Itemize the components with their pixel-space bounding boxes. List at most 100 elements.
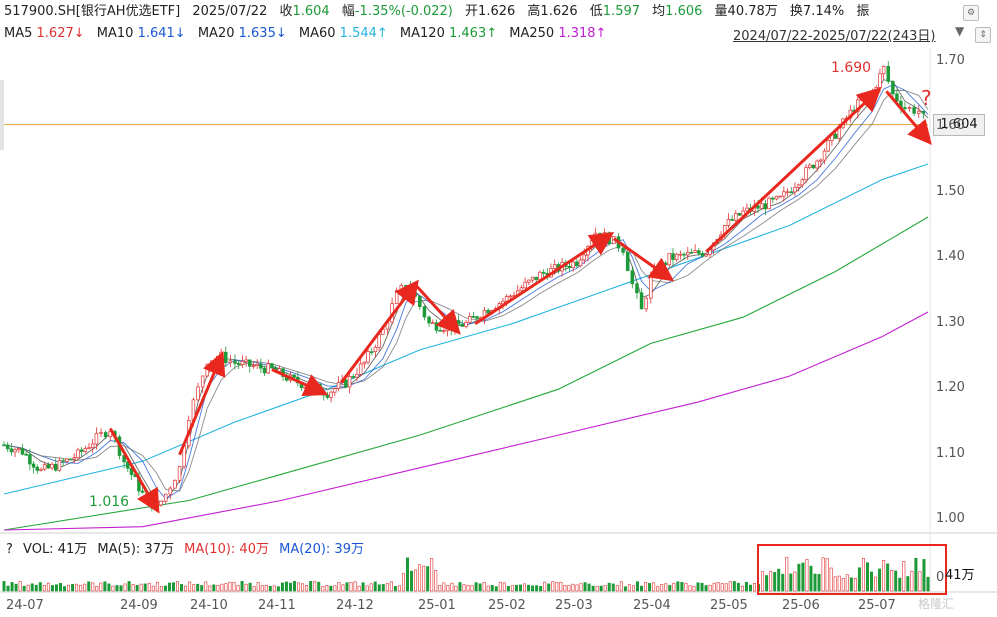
volume-bar [228, 581, 232, 592]
volume-bar [353, 581, 357, 592]
volume-bar [301, 583, 305, 592]
candle-body [693, 250, 697, 253]
volume-bar [619, 581, 623, 592]
candle-body [534, 276, 538, 280]
quote-header: 517900.SH[银行AH优选ETF] 2025/07/22 收1.604 幅… [4, 3, 869, 21]
candle-body [445, 324, 450, 332]
candle-body [917, 110, 921, 114]
ma120-value: 1.463↑ [449, 26, 498, 41]
candle-body [700, 252, 705, 257]
candle-body [903, 107, 907, 110]
candle-body [523, 281, 527, 289]
candle-body [789, 191, 793, 194]
volume-bar [377, 584, 381, 592]
candle-body [31, 463, 36, 468]
low-annotation: 1.016 [89, 494, 130, 510]
candle-body [90, 443, 95, 448]
volume-bar [58, 583, 62, 592]
date-range[interactable]: 2024/07/22-2025/07/22(243日) [733, 29, 936, 44]
volume-bar [607, 582, 611, 592]
candle-body [28, 454, 32, 465]
candle-body [79, 449, 84, 452]
candle-body [756, 205, 760, 209]
candle-body [804, 167, 808, 181]
volume-bar [696, 582, 700, 592]
candle-body [460, 323, 465, 327]
candle-body [567, 266, 572, 268]
x-tick-label: 25-04 [633, 598, 671, 613]
volume-bar [99, 582, 103, 592]
volume-bar [676, 581, 680, 592]
trend-arrow [108, 427, 160, 514]
volume-bar [341, 584, 345, 592]
volume-bar [184, 585, 188, 592]
volume-bar [200, 585, 204, 592]
candle-body [292, 374, 296, 378]
candle-body [277, 368, 282, 372]
ma-line-ma5 [3, 79, 929, 502]
low-label: 低 [589, 4, 603, 19]
symbol-name: 517900.SH[银行AH优选ETF] [4, 4, 181, 19]
candle-body [891, 81, 895, 95]
volume-bar [894, 570, 898, 592]
candle-body [399, 284, 404, 291]
volume-bar [736, 582, 740, 592]
ma10-value: 1.641↓ [137, 26, 186, 41]
volume-bar [579, 583, 583, 592]
volume-bar [26, 584, 30, 592]
expand-icon[interactable]: ⇕ [975, 27, 991, 43]
volume-bar [506, 586, 510, 592]
volume-bar [837, 575, 841, 592]
volume-bar [115, 585, 119, 592]
volume-bar [652, 582, 656, 592]
ma-line-ma60 [3, 163, 929, 495]
volume-bar [167, 582, 171, 592]
ma250-label: MA250 [509, 26, 555, 41]
volume-bar [369, 583, 373, 592]
volume-bar [817, 573, 821, 592]
candle-body [796, 184, 801, 188]
volume-bar [635, 581, 639, 592]
close-value: 1.604 [292, 4, 330, 19]
volume-bar [797, 563, 801, 592]
candle-body [682, 253, 686, 256]
volume-bar [196, 583, 200, 592]
volume-bar [668, 585, 672, 592]
candle-body [730, 218, 734, 221]
settings-icon[interactable]: ⚙ [963, 5, 979, 21]
candle-body [5, 444, 10, 450]
candle-body [270, 363, 274, 369]
candle-body [122, 455, 126, 463]
ma20-label: MA20 [197, 26, 235, 41]
volume-bar [555, 582, 559, 592]
trend-arrow [340, 279, 419, 384]
avg-label: 均 [652, 4, 666, 19]
y-tick-label: 1.60 [936, 118, 965, 134]
chevron-down-icon[interactable]: ▼ [955, 24, 965, 38]
candle-body [196, 386, 200, 401]
volume-bar [349, 582, 353, 592]
candle-body [422, 306, 427, 318]
x-tick-label: 24-07 [6, 598, 44, 613]
volume-bar [264, 585, 268, 592]
high-label: 高 [527, 4, 541, 19]
candle-body [737, 213, 742, 216]
candle-body [774, 195, 779, 200]
help-icon[interactable]: ? [6, 542, 13, 557]
candle-body [61, 460, 65, 462]
candle-body [344, 379, 348, 388]
candle-body [46, 464, 51, 469]
volume-bar [599, 585, 603, 592]
volume-bar [523, 583, 527, 592]
volume-bar [716, 582, 720, 592]
volume-legend: ? VOL: 41万 MA(5): 37万 MA(10): 40万 MA(20)… [6, 538, 364, 557]
volume-bar [886, 563, 890, 592]
panel-toggle[interactable] [0, 80, 4, 150]
volume-bar [454, 585, 458, 592]
volume-bar [361, 582, 365, 592]
volume-bar [30, 583, 34, 592]
close-label: 收 [279, 4, 293, 19]
candle-body [325, 394, 330, 398]
volume-bar [430, 558, 434, 592]
